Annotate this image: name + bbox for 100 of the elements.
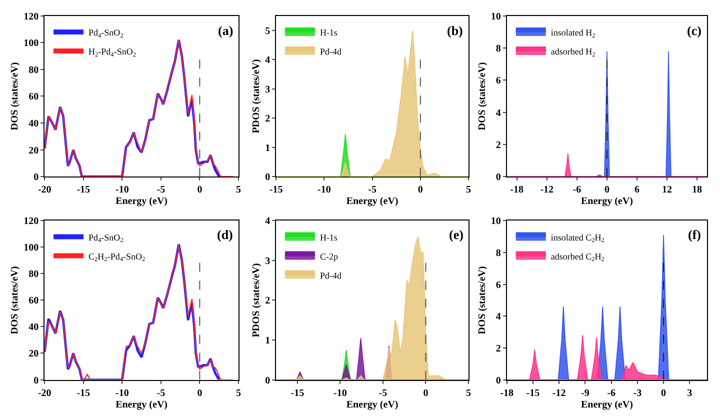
y-tick-label: 100 <box>24 38 39 50</box>
y-axis-title: PDOS (states/eV) <box>251 59 262 134</box>
y-tick-label: 10 <box>490 216 501 228</box>
x-tick-label: 5 <box>466 388 471 399</box>
y-tick-label: 4 <box>496 108 501 119</box>
y-tick-label: 8 <box>496 248 501 259</box>
y-tick-label: 6 <box>496 76 501 87</box>
annotation: (f) <box>688 227 701 242</box>
y-tick-label: 2 <box>496 140 501 151</box>
x-tick-label: -20 <box>38 388 52 399</box>
y-axis-title: DOS (states/eV) <box>476 62 488 130</box>
x-tick-label: -12 <box>540 184 554 196</box>
x-tick-label: -18 <box>510 184 524 196</box>
y-tick-label: 4 <box>265 55 270 66</box>
x-tick-label: -5 <box>378 388 388 399</box>
legend-label: C$_{2}$H$_{2}$-Pd$_{4}$-SnO$_{2}$ <box>88 251 146 264</box>
x-tick-label: 0 <box>604 184 610 196</box>
legend-label: Pd$_{4}$-SnO$_{2}$ <box>88 27 124 40</box>
y-tick-label: 100 <box>24 242 39 254</box>
y-tick-label: 5 <box>265 26 270 37</box>
x-tick-label: 5 <box>466 184 471 196</box>
x-tick-label: -10 <box>334 388 347 399</box>
x-tick-label: -15 <box>76 184 90 196</box>
y-tick-label: 2 <box>265 114 270 125</box>
legend-label: Pd-4d <box>320 270 342 280</box>
x-axis-title: Energy (eV) <box>346 399 398 410</box>
y-tick-label: 120 <box>24 11 39 22</box>
x-tick-label: 0 <box>423 388 428 399</box>
x-tick-label: 6 <box>634 184 640 196</box>
y-tick-label: 80 <box>28 64 39 76</box>
y-tick-label: 20 <box>28 145 39 156</box>
y-tick-label: 3 <box>265 84 270 96</box>
x-tick-label: -15 <box>269 184 283 196</box>
y-tick-label: 0 <box>496 172 501 184</box>
y-tick-label: 6 <box>496 280 501 291</box>
x-tick-label: -6 <box>607 388 616 399</box>
x-axis-title: Energy (eV) <box>580 399 633 410</box>
y-tick-label: 2 <box>496 343 501 354</box>
x-tick-label: -9 <box>581 388 590 399</box>
x-tick-label: 5 <box>236 388 241 399</box>
x-tick-label: -15 <box>526 388 540 399</box>
y-tick-label: 60 <box>28 92 39 103</box>
x-tick-label: -10 <box>115 388 129 399</box>
legend-label: H-1s <box>320 27 338 38</box>
y-tick-label: 8 <box>496 43 501 54</box>
legend-label: H$_{2}$-Pd$_{4}$-SnO$_{2}$ <box>88 46 136 58</box>
x-tick-label: -10 <box>115 184 129 196</box>
y-axis-title: DOS (states/eV) <box>10 62 21 130</box>
legend-label: insolated H$_{2}$ <box>550 27 596 40</box>
y-tick-label: 40 <box>28 118 39 130</box>
y-tick-label: 20 <box>28 348 39 360</box>
y-tick-label: 40 <box>28 322 39 334</box>
x-tick-label: 5 <box>236 184 241 196</box>
legend-label: Pd$_{4}$-SnO$_{2}$ <box>88 232 124 244</box>
y-tick-label: 0 <box>265 375 270 386</box>
x-tick-label: -18 <box>500 388 514 399</box>
y-tick-label: 120 <box>24 216 39 228</box>
y-tick-label: 4 <box>265 216 270 228</box>
x-tick-label: 0 <box>661 388 666 399</box>
x-tick-label: 0 <box>197 388 202 399</box>
annotation: (a) <box>218 23 234 38</box>
x-tick-label: -10 <box>318 184 331 196</box>
legend-label: insolated C$_{2}$H$_{2}$ <box>550 232 604 244</box>
x-tick-label: -5 <box>156 388 166 399</box>
y-tick-label: 0 <box>496 375 501 386</box>
y-tick-label: 0 <box>265 172 270 184</box>
x-tick-label: -15 <box>290 388 304 399</box>
y-tick-label: 1 <box>265 142 270 154</box>
x-tick-label: -3 <box>633 388 642 399</box>
legend-label: C-2p <box>320 251 338 262</box>
x-tick-label: 12 <box>662 184 672 196</box>
x-tick-label: 0 <box>418 184 423 196</box>
y-tick-label: 0 <box>34 172 39 184</box>
x-tick-label: -20 <box>38 184 52 196</box>
x-tick-label: 18 <box>692 184 702 196</box>
x-axis-title: Energy (eV) <box>116 399 168 410</box>
x-axis-title: Energy (eV) <box>116 196 168 208</box>
legend-label: H-1s <box>320 232 338 242</box>
x-tick-label: 3 <box>687 388 692 399</box>
y-tick-label: 1 <box>265 335 270 346</box>
y-tick-label: 2 <box>265 296 270 307</box>
x-tick-label: -5 <box>156 184 166 196</box>
x-axis-title: Energy (eV) <box>346 196 398 208</box>
y-tick-label: 0 <box>34 375 39 386</box>
annotation: (c) <box>687 23 702 38</box>
x-tick-label: -6 <box>572 184 582 196</box>
y-axis-title: DOS (states/eV) <box>10 266 21 334</box>
x-tick-label: -12 <box>552 388 566 399</box>
x-axis-title: Energy (eV) <box>580 196 633 208</box>
x-tick-label: -15 <box>76 388 90 399</box>
y-tick-label: 60 <box>28 296 39 307</box>
y-axis-title: PDOS (states/eV) <box>251 263 262 338</box>
y-axis-title: DOS (states/eV) <box>476 266 488 334</box>
y-tick-label: 3 <box>265 256 270 267</box>
annotation: (d) <box>217 227 233 242</box>
legend-label: adsorbed H$_{2}$ <box>550 46 596 58</box>
annotation: (b) <box>447 23 463 38</box>
legend-label: Pd-4d <box>320 46 342 56</box>
x-tick-label: 0 <box>197 184 202 196</box>
x-tick-label: -5 <box>368 184 376 196</box>
